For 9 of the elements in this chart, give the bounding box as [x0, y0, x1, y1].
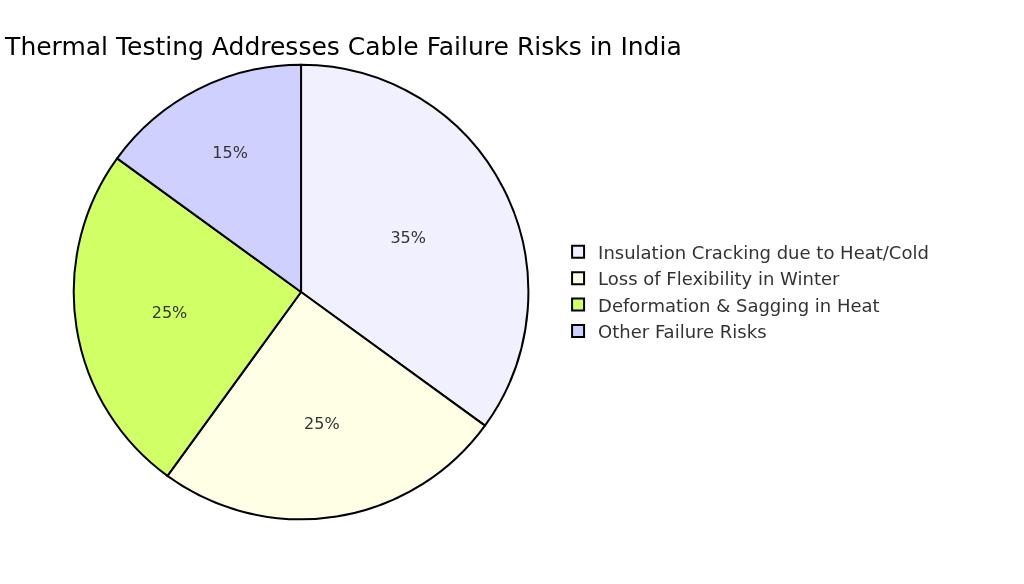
legend-label: Other Failure Risks: [598, 321, 767, 343]
legend-label: Insulation Cracking due to Heat/Cold: [598, 241, 929, 263]
data-label: 25%: [151, 303, 188, 323]
chart-title: Thermal Testing Addresses Cable Failure Risks in India: [4, 32, 682, 62]
data-label: 35%: [390, 227, 426, 247]
legend-label: Deformation & Sagging in Heat: [598, 294, 880, 316]
data-label: 25%: [304, 414, 340, 434]
legend-label: Loss of Flexibility in Winter: [598, 268, 841, 290]
data-label: 15%: [212, 143, 248, 163]
